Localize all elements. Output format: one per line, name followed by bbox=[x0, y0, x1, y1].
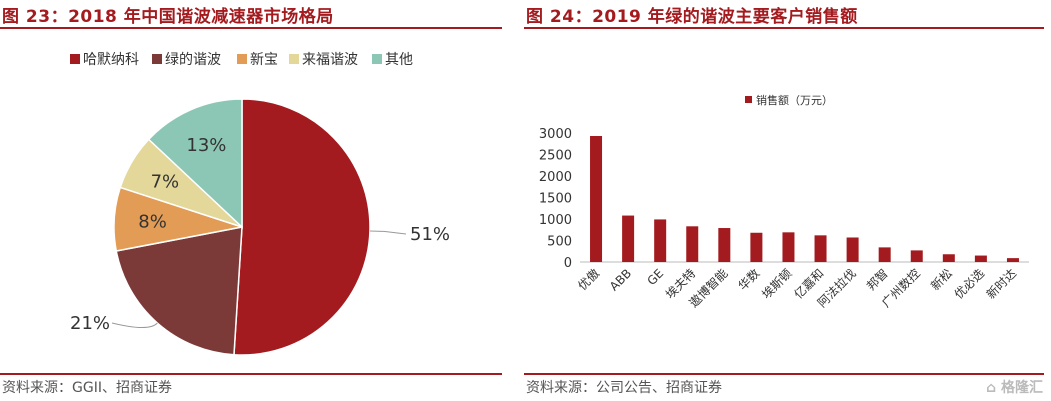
bar-legend-swatch bbox=[745, 96, 752, 103]
bar-legend-label: 销售额（万元） bbox=[756, 93, 833, 107]
pie-legend-label: 绿的谐波 bbox=[165, 52, 221, 68]
pie-slice bbox=[147, 98, 243, 229]
left-figure-title: 图 23：2018 年中国谐波减速器市场格局 bbox=[2, 7, 334, 27]
y-tick-label: 2000 bbox=[539, 170, 572, 185]
right-figure-title: 图 24：2019 年绿的谐波主要客户销售额 bbox=[526, 7, 858, 27]
x-tick-label: 优必选 bbox=[952, 266, 987, 301]
x-tick-label: 新时达 bbox=[983, 266, 1019, 302]
bar-legend-item: 销售额（万元） bbox=[745, 93, 833, 107]
pie-value-label: 8% bbox=[138, 211, 167, 232]
bar bbox=[1006, 258, 1019, 262]
y-tick-label: 1500 bbox=[539, 192, 572, 207]
left-title-rule bbox=[0, 27, 502, 29]
bar bbox=[846, 237, 859, 262]
bar bbox=[782, 232, 795, 262]
bar bbox=[654, 219, 667, 262]
pie-legend-item: 来福谐波 bbox=[289, 52, 358, 68]
bar bbox=[622, 215, 635, 262]
bar bbox=[718, 228, 731, 262]
bar bbox=[974, 255, 987, 262]
pie-legend-label: 其他 bbox=[385, 52, 413, 68]
bar bbox=[814, 235, 827, 262]
pie-legend-swatch bbox=[70, 54, 80, 64]
pie-slice bbox=[115, 226, 243, 356]
pie-value-label: 7% bbox=[151, 171, 180, 192]
bar bbox=[910, 250, 923, 262]
left-source: 资料来源：GGII、招商证券 bbox=[2, 380, 172, 396]
pie-legend-swatch bbox=[289, 54, 299, 64]
bar bbox=[750, 232, 763, 262]
right-figure: 图 24：2019 年绿的谐波主要客户销售额 销售额（万元） 0 500 1000 15… bbox=[524, 0, 1051, 401]
x-tick-label: GE bbox=[644, 266, 666, 288]
pie-leader-line bbox=[111, 322, 158, 329]
right-source-rule bbox=[524, 373, 1044, 375]
x-tick-label: 邦智 bbox=[863, 266, 891, 294]
bar bbox=[878, 247, 891, 262]
pie-slice bbox=[233, 98, 371, 356]
pie-value-label: 51% bbox=[410, 224, 450, 245]
pie-legend-swatch bbox=[237, 54, 247, 64]
pie-legend-item: 哈默纳科 bbox=[70, 52, 139, 68]
y-tick-label: 2500 bbox=[539, 149, 572, 164]
y-tick-label: 0 bbox=[564, 256, 572, 271]
y-tick-label: 3000 bbox=[539, 127, 572, 142]
bar bbox=[590, 136, 603, 262]
pie-value-label: 21% bbox=[70, 313, 110, 334]
x-tick-label: 华数 bbox=[735, 266, 763, 294]
y-tick-label: 500 bbox=[547, 235, 572, 250]
x-tick-label: 优傲 bbox=[575, 266, 603, 294]
right-title-rule bbox=[524, 27, 1044, 29]
pie-legend-item: 绿的谐波 bbox=[152, 52, 221, 68]
bar bbox=[686, 226, 699, 262]
right-source: 资料来源：公司公告、招商证券 bbox=[526, 380, 722, 396]
pie-legend-label: 来福谐波 bbox=[302, 52, 358, 68]
x-tick-label: ABB bbox=[607, 266, 634, 293]
left-figure: 图 23：2018 年中国谐波减速器市场格局 哈默纳科 绿的谐波 新宝 来福谐波 其他 5… bbox=[0, 0, 505, 401]
pie-leader-line bbox=[369, 230, 407, 235]
pie-legend-label: 哈默纳科 bbox=[83, 52, 139, 68]
pie-chart: 哈默纳科 绿的谐波 新宝 来福谐波 其他 51% 21% 8% 7% 13% bbox=[70, 52, 450, 356]
pie-value-label: 13% bbox=[186, 135, 226, 156]
watermark-text: 格隆汇 bbox=[1001, 380, 1043, 396]
bar bbox=[942, 254, 955, 262]
pie-legend-item: 新宝 bbox=[237, 52, 278, 68]
pie-legend-swatch bbox=[152, 54, 162, 64]
pie-legend-swatch bbox=[372, 54, 382, 64]
watermark-logo: ⌂ 格隆汇 bbox=[986, 380, 1043, 396]
y-tick-label: 1000 bbox=[539, 213, 572, 228]
pie-legend-item: 其他 bbox=[372, 52, 413, 68]
left-source-rule bbox=[0, 373, 502, 375]
x-tick-label: 新松 bbox=[927, 266, 955, 294]
x-tick-label: 埃斯顿 bbox=[759, 266, 794, 301]
pie-legend-label: 新宝 bbox=[250, 52, 278, 68]
